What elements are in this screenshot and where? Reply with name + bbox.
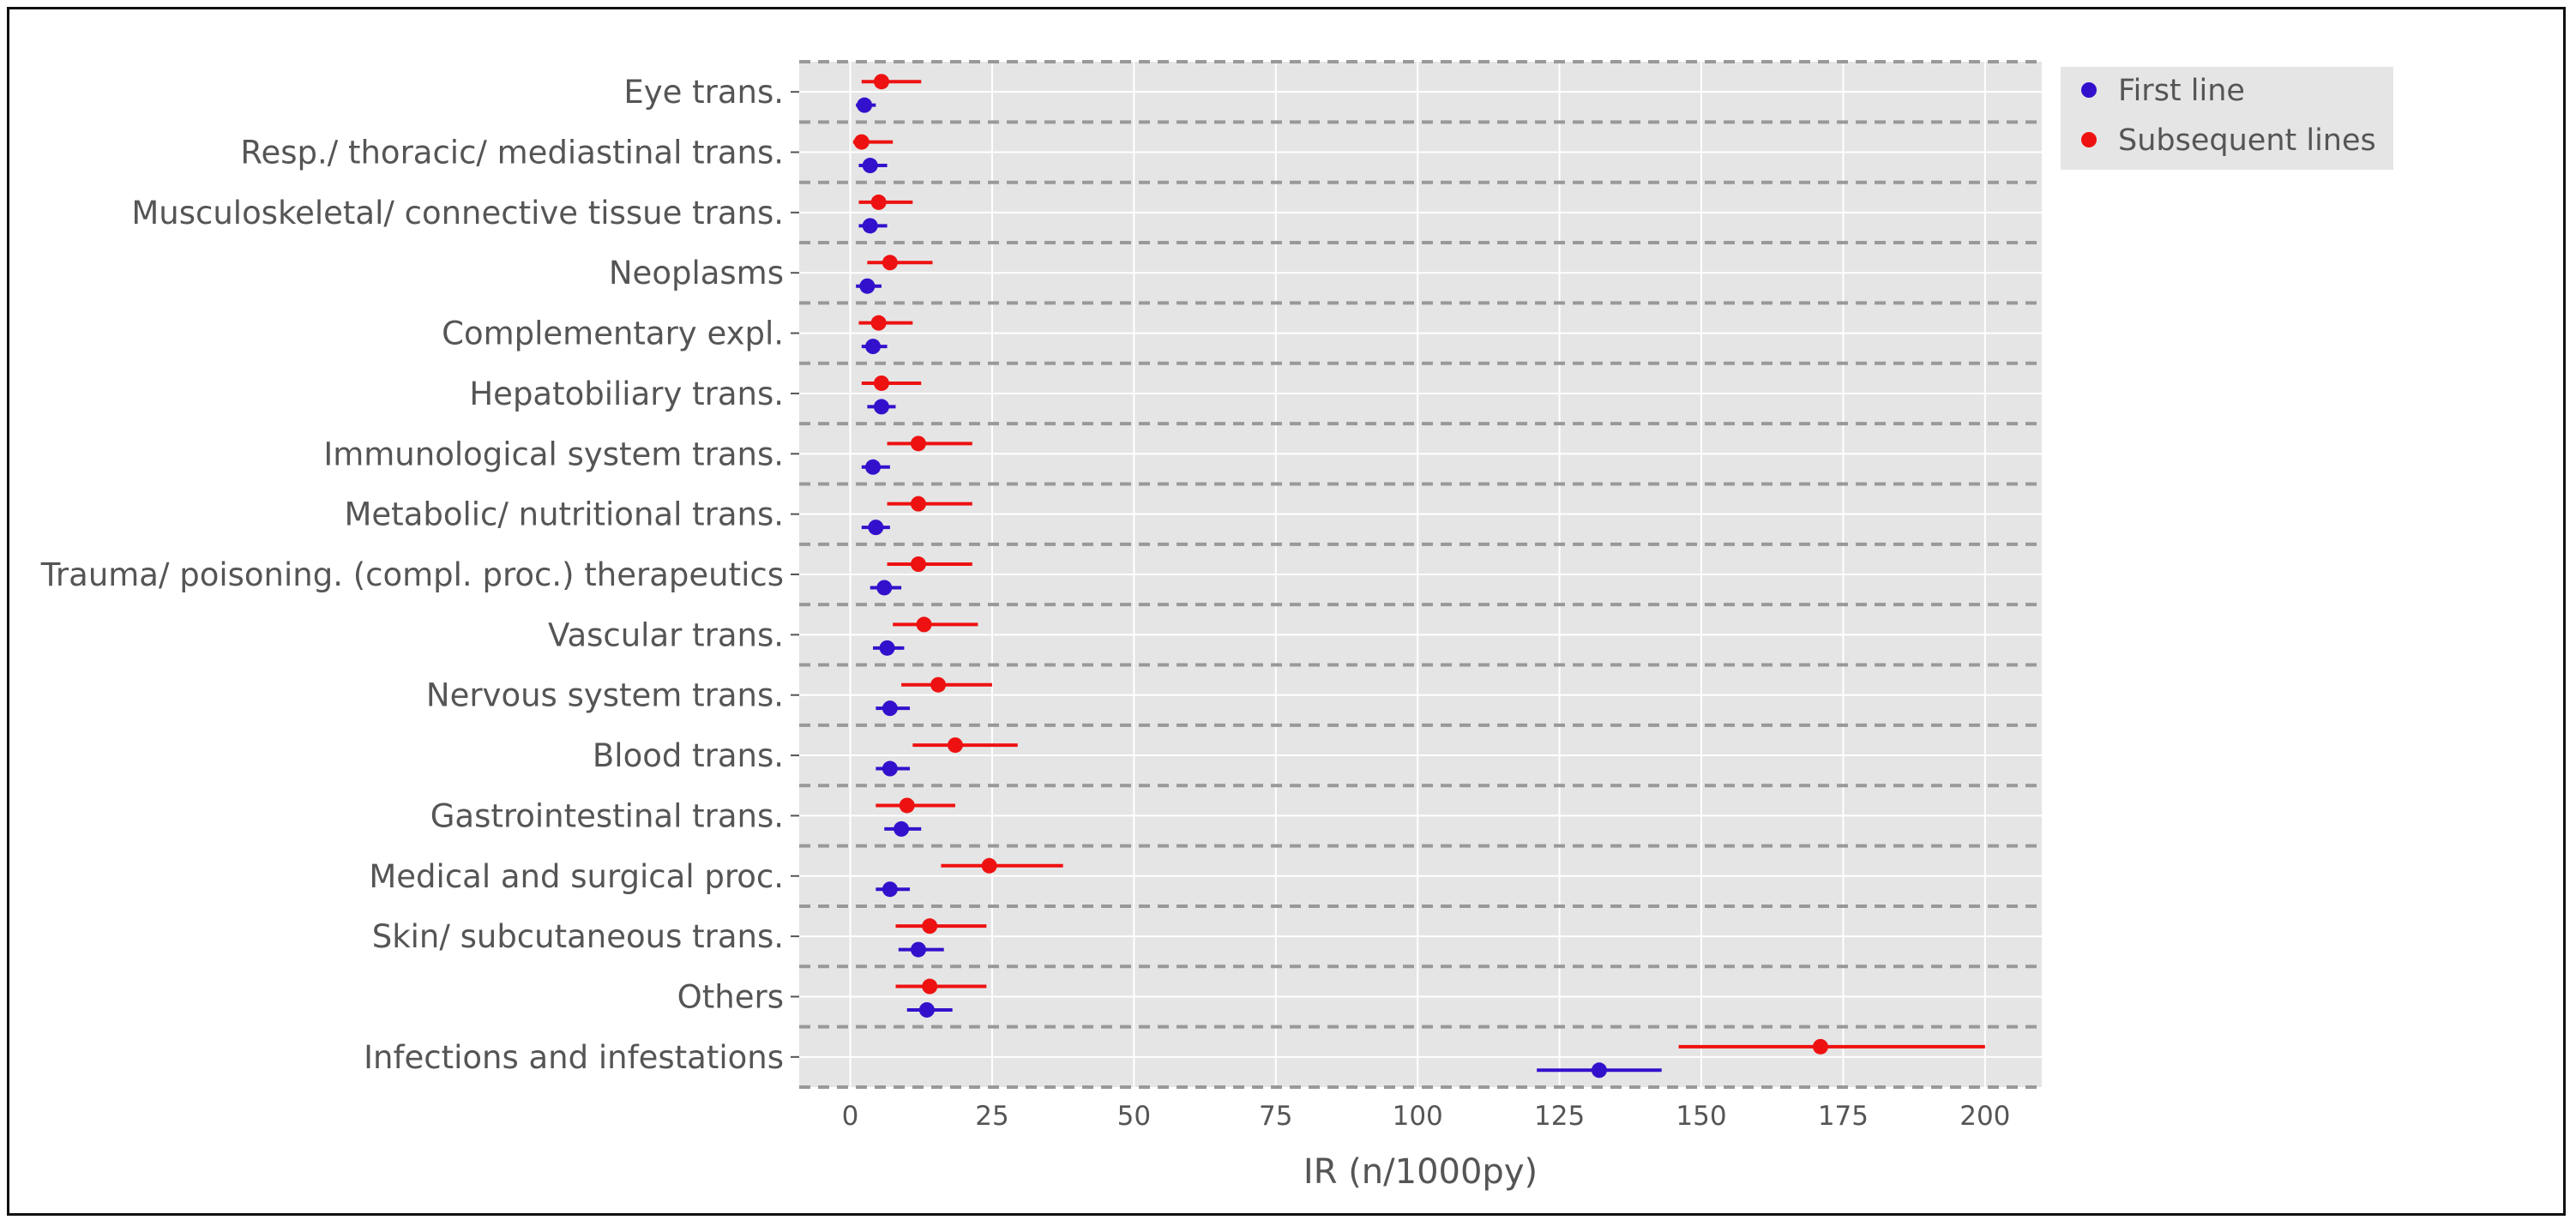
legend-box bbox=[2061, 67, 2393, 170]
x-tick-labels: 0 25 50 75 100 125 150 175 200 bbox=[842, 1101, 2011, 1132]
category-label: Others bbox=[677, 978, 784, 1015]
subsequent-lines-point bbox=[910, 556, 926, 573]
first-line-point bbox=[868, 520, 884, 536]
legend-marker-first-line bbox=[2081, 82, 2097, 98]
subsequent-lines-point bbox=[873, 74, 889, 90]
x-tick-label: 125 bbox=[1534, 1101, 1585, 1132]
category-label: Metabolic/ nutritional trans. bbox=[345, 496, 785, 533]
category-label: Blood trans. bbox=[593, 737, 784, 774]
first-line-point bbox=[1591, 1062, 1607, 1079]
category-label: Complementary expl. bbox=[442, 316, 784, 352]
category-label: Eye trans. bbox=[623, 74, 784, 111]
legend-marker-subsequent-lines bbox=[2081, 132, 2097, 147]
first-line-point bbox=[862, 158, 878, 174]
category-labels: Eye trans. Resp./ thoracic/ mediastinal t… bbox=[40, 74, 799, 1076]
subsequent-lines-point bbox=[922, 918, 938, 935]
first-line-point bbox=[910, 941, 926, 958]
subsequent-lines-point bbox=[899, 797, 915, 814]
first-line-point bbox=[862, 218, 878, 234]
subsequent-lines-point bbox=[910, 496, 926, 512]
subsequent-lines-point bbox=[947, 737, 963, 754]
first-line-point bbox=[857, 97, 873, 113]
category-label: Medical and surgical proc. bbox=[369, 858, 784, 895]
subsequent-lines-point bbox=[873, 375, 889, 391]
category-label: Trauma/ poisoning. (compl. proc.) therap… bbox=[40, 556, 784, 593]
subsequent-lines-point bbox=[853, 134, 870, 150]
first-line-point bbox=[882, 700, 898, 717]
x-tick-label: 0 bbox=[842, 1101, 859, 1132]
first-line-point bbox=[865, 459, 882, 475]
subsequent-lines-point bbox=[981, 857, 997, 874]
first-line-point bbox=[882, 760, 898, 777]
x-tick-label: 50 bbox=[1117, 1101, 1151, 1132]
x-tick-label: 75 bbox=[1259, 1101, 1292, 1132]
subsequent-lines-point bbox=[922, 978, 938, 995]
subsequent-lines-point bbox=[870, 194, 887, 210]
category-label: Nervous system trans. bbox=[426, 677, 784, 714]
category-label: Musculoskeletal/ connective tissue trans… bbox=[131, 195, 784, 231]
x-tick-label: 200 bbox=[1959, 1101, 2010, 1132]
category-label: Resp./ thoracic/ mediastinal trans. bbox=[240, 135, 784, 171]
first-line-point bbox=[918, 1001, 935, 1018]
data-marks bbox=[852, 74, 1985, 1079]
first-line-point bbox=[894, 820, 910, 837]
subsequent-lines-point bbox=[870, 315, 887, 331]
subsequent-lines-point bbox=[930, 676, 947, 693]
subsequent-lines-point bbox=[882, 255, 898, 271]
legend-label-subsequent-lines: Subsequent lines bbox=[2118, 123, 2376, 158]
x-tick-label: 25 bbox=[975, 1101, 1008, 1132]
x-tick-label: 150 bbox=[1676, 1101, 1726, 1132]
subsequent-lines-point bbox=[916, 616, 932, 633]
first-line-point bbox=[882, 881, 898, 898]
x-axis-title: IR (n/1000py) bbox=[1303, 1152, 1538, 1192]
category-label: Infections and infestations bbox=[364, 1039, 784, 1076]
first-line-point bbox=[865, 339, 882, 355]
category-label: Skin/ subcutaneous trans. bbox=[372, 918, 784, 955]
first-line-point bbox=[879, 640, 895, 656]
category-label: Hepatobiliary trans. bbox=[469, 376, 784, 412]
category-label: Vascular trans. bbox=[548, 616, 784, 653]
first-line-point bbox=[876, 580, 893, 596]
legend-label-first-line: First line bbox=[2118, 74, 2245, 108]
x-tick-label: 100 bbox=[1393, 1101, 1443, 1132]
category-label: Immunological system trans. bbox=[323, 436, 784, 472]
x-tick-label: 175 bbox=[1818, 1101, 1869, 1132]
first-line-point bbox=[873, 399, 889, 415]
subsequent-lines-point bbox=[1812, 1038, 1828, 1055]
subsequent-lines-point bbox=[910, 436, 926, 452]
horizontal-gridlines bbox=[799, 91, 2042, 1058]
category-label: Gastrointestinal trans. bbox=[430, 797, 784, 834]
first-line-point bbox=[859, 278, 876, 294]
category-label: Neoplasms bbox=[609, 255, 784, 291]
legend: First line Subsequent lines bbox=[2061, 67, 2393, 170]
